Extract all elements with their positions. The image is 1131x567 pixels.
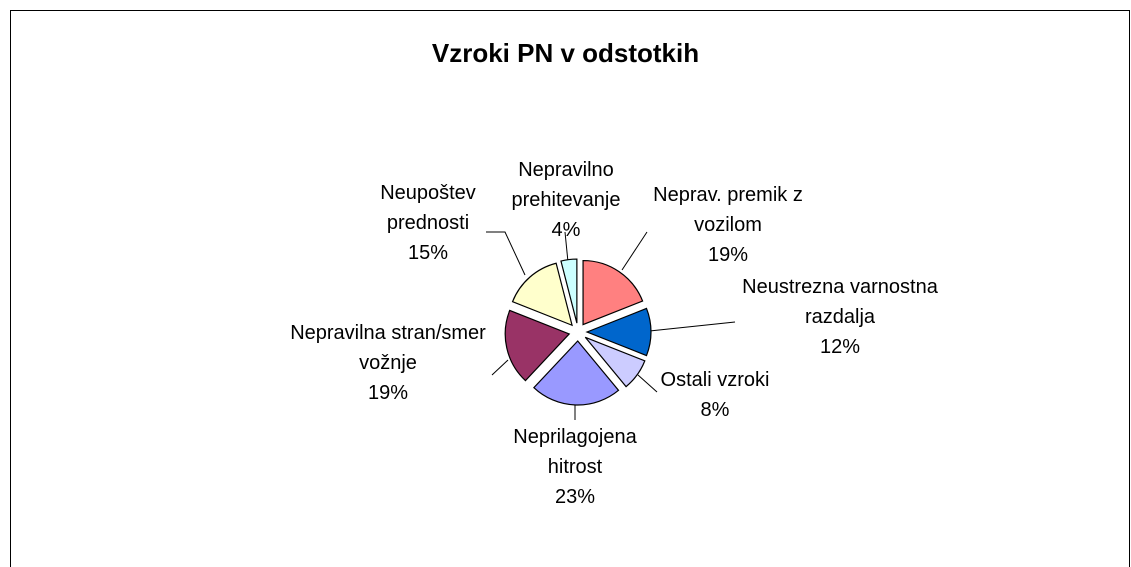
pie-slice — [585, 307, 652, 357]
slice-label: Nepravilno prehitevanje — [511, 159, 621, 211]
pie-slice — [511, 262, 573, 327]
slice-label: Neustrezna varnostna razdalja — [742, 276, 938, 328]
slice-value-label: 23% — [554, 486, 596, 508]
pie-slice — [533, 340, 620, 406]
pie-slice — [584, 336, 646, 388]
leader-line — [621, 231, 648, 271]
pie-slice — [582, 259, 644, 326]
slice-label: Ostali vzroki — [660, 369, 770, 391]
slice-value-label: 8% — [700, 399, 730, 421]
leader-line — [486, 231, 526, 276]
slice-value-label: 19% — [707, 244, 749, 266]
leader-line — [491, 359, 509, 376]
slice-value-label: 15% — [407, 242, 449, 264]
slice-value-label: 12% — [819, 336, 861, 358]
slice-label: Neprav. premik z vozilom — [653, 184, 803, 236]
slice-label: Neupoštev prednosti — [380, 182, 476, 234]
slice-label: Neprilagojena hitrost — [513, 426, 637, 478]
pie-slice — [504, 309, 571, 382]
leader-line — [637, 374, 658, 393]
slice-label: Nepravilna stran/smer vožnje — [290, 322, 486, 374]
leader-line — [639, 321, 736, 333]
slice-value-label: 19% — [367, 382, 409, 404]
leader-line — [564, 231, 569, 263]
chart-title: Vzroki PN v odstotkih — [431, 38, 700, 68]
pie-slice — [560, 258, 578, 324]
leader-lines — [486, 231, 736, 420]
slice-value-label: 4% — [551, 219, 581, 241]
